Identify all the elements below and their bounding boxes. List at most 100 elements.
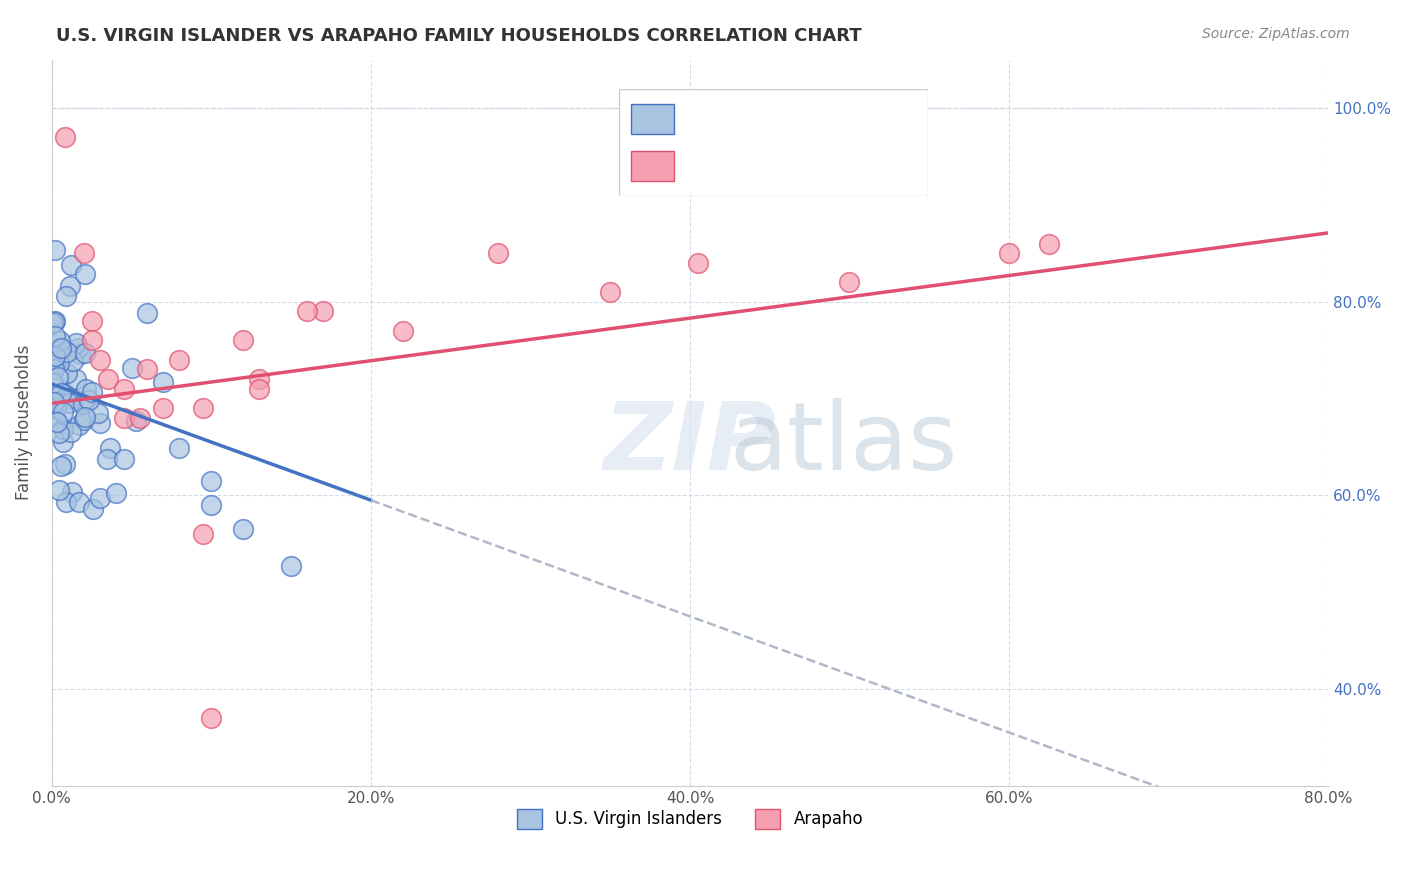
Point xyxy=(312,304,335,318)
Text: atlas: atlas xyxy=(728,399,957,491)
Point xyxy=(60,484,83,499)
Text: U.S. VIRGIN ISLANDER VS ARAPAHO FAMILY HOUSEHOLDS CORRELATION CHART: U.S. VIRGIN ISLANDER VS ARAPAHO FAMILY H… xyxy=(56,27,862,45)
Text: R =: R = xyxy=(686,157,723,175)
Point xyxy=(45,401,67,415)
Point xyxy=(59,279,82,293)
Point xyxy=(112,382,135,396)
Point xyxy=(44,329,66,343)
Point xyxy=(56,344,79,359)
Point xyxy=(48,370,70,384)
Point xyxy=(72,397,94,411)
Point xyxy=(42,410,65,425)
Point xyxy=(59,391,82,405)
Text: ZIP: ZIP xyxy=(603,399,776,491)
Point xyxy=(128,410,150,425)
Point xyxy=(65,335,87,350)
Point xyxy=(63,392,86,406)
Point xyxy=(55,495,77,509)
Point xyxy=(62,353,84,368)
Point xyxy=(44,243,66,257)
Point xyxy=(247,372,270,386)
Point xyxy=(52,422,75,436)
Point xyxy=(82,502,104,516)
Point xyxy=(48,352,70,367)
Point xyxy=(112,451,135,466)
Point xyxy=(200,711,222,725)
Point xyxy=(49,341,72,355)
Point xyxy=(44,350,66,364)
Point xyxy=(67,417,90,432)
Point xyxy=(48,483,70,497)
FancyBboxPatch shape xyxy=(631,104,675,134)
Point xyxy=(41,317,63,331)
Point xyxy=(73,410,96,425)
Point xyxy=(59,425,82,440)
Point xyxy=(46,415,69,429)
Point xyxy=(80,384,103,399)
Point xyxy=(96,451,118,466)
Point xyxy=(125,414,148,428)
Point xyxy=(391,324,413,338)
Point xyxy=(42,361,65,376)
Point xyxy=(67,494,90,508)
Point xyxy=(48,356,70,370)
Point xyxy=(89,491,111,505)
Point xyxy=(89,417,111,431)
Point xyxy=(86,406,108,420)
Point xyxy=(67,342,90,356)
Point xyxy=(200,498,222,512)
Point xyxy=(104,486,127,500)
Text: N =: N = xyxy=(825,111,863,128)
Point xyxy=(200,474,222,488)
Legend: U.S. Virgin Islanders, Arapaho: U.S. Virgin Islanders, Arapaho xyxy=(510,802,870,836)
Point xyxy=(193,527,215,541)
Text: -0.158: -0.158 xyxy=(748,111,808,128)
Point xyxy=(998,246,1021,260)
Point xyxy=(1038,236,1060,251)
Point xyxy=(247,382,270,396)
Point xyxy=(136,306,159,320)
Point xyxy=(169,441,191,455)
Point xyxy=(488,246,510,260)
Point xyxy=(599,285,621,299)
Y-axis label: Family Households: Family Households xyxy=(15,345,32,500)
Point xyxy=(75,382,97,396)
Point xyxy=(80,334,103,348)
Point xyxy=(49,458,72,473)
Point xyxy=(89,352,111,367)
Point xyxy=(55,288,77,302)
Point xyxy=(58,396,80,410)
Point xyxy=(193,401,215,416)
Text: 0.388: 0.388 xyxy=(748,157,801,175)
Point xyxy=(121,360,143,375)
Point xyxy=(48,426,70,441)
Point xyxy=(136,362,159,376)
Point xyxy=(97,372,120,386)
Point xyxy=(295,304,318,318)
Point xyxy=(52,405,75,419)
Point xyxy=(49,334,72,348)
Point xyxy=(232,522,254,536)
Point xyxy=(45,394,67,409)
Point xyxy=(112,410,135,425)
Point xyxy=(53,130,76,145)
Point xyxy=(65,372,87,386)
Point xyxy=(280,559,302,574)
Text: 72: 72 xyxy=(882,111,905,128)
Point xyxy=(42,315,65,329)
Point xyxy=(51,386,73,401)
Point xyxy=(52,435,75,450)
Point xyxy=(73,246,96,260)
Point xyxy=(169,352,191,367)
Point xyxy=(69,346,91,360)
Point xyxy=(152,375,174,389)
Text: R =: R = xyxy=(686,111,723,128)
Point xyxy=(41,361,63,376)
Point xyxy=(44,314,66,328)
FancyBboxPatch shape xyxy=(619,89,928,196)
Text: N =: N = xyxy=(825,157,863,175)
Point xyxy=(686,256,709,270)
Point xyxy=(838,275,860,289)
Point xyxy=(55,366,77,380)
Text: 27: 27 xyxy=(882,157,905,175)
